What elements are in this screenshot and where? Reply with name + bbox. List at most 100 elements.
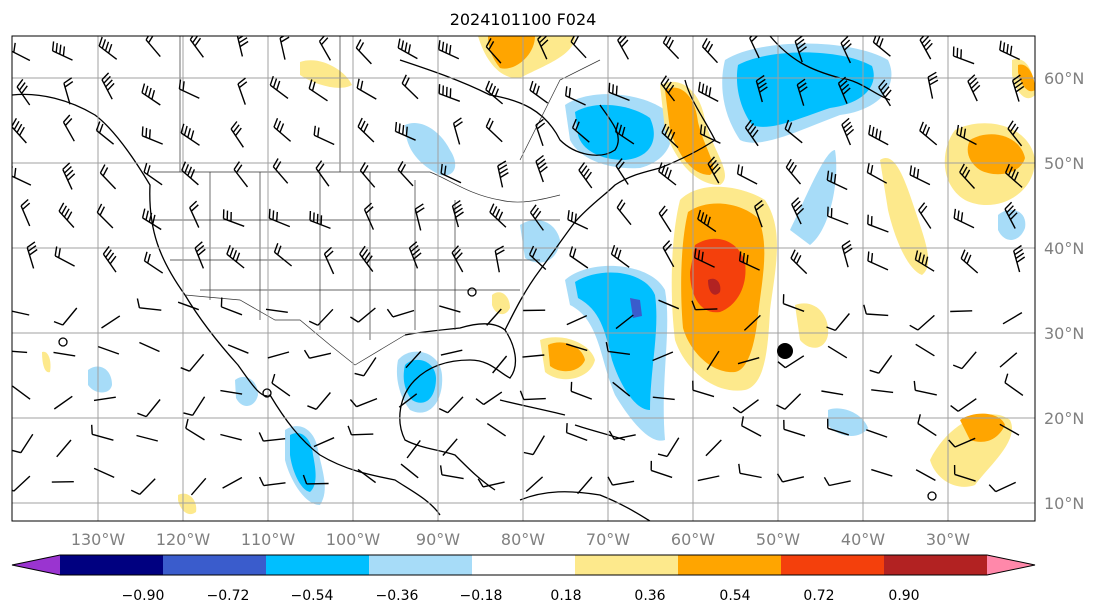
wind-barb xyxy=(323,246,335,275)
map-title: 2024101100 F024 xyxy=(450,10,597,29)
wind-barb xyxy=(525,476,544,493)
wind-barb xyxy=(738,463,762,479)
lon-label: 80°W xyxy=(501,530,545,549)
wind-barb xyxy=(755,74,768,103)
wind-barb xyxy=(189,36,204,58)
wind-barb xyxy=(485,80,504,105)
wind-barb xyxy=(363,202,375,230)
wind-barb xyxy=(699,124,721,144)
wind-barb xyxy=(782,294,805,312)
blue-region-greatlakes xyxy=(405,122,456,176)
wind-barb xyxy=(96,203,114,229)
wind-barb xyxy=(776,393,802,410)
wind-barb xyxy=(783,419,806,437)
wind-barb xyxy=(401,74,419,100)
gulf-coast xyxy=(399,323,517,491)
wind-barb xyxy=(796,78,808,106)
wind-barb xyxy=(927,71,939,99)
wind-barb xyxy=(701,37,719,64)
lat-label: 20°N xyxy=(1044,409,1084,428)
blue-region-east-atlantic xyxy=(790,150,837,245)
wind-barb xyxy=(302,474,329,485)
darkred-core-atlantic xyxy=(708,278,721,295)
wind-barb xyxy=(867,251,889,271)
wind-barb xyxy=(658,205,672,233)
latitude-labels: 60°N 50°N 40°N 30°N 20°N 10°N xyxy=(1044,69,1084,513)
wind-barb xyxy=(357,117,375,143)
longitude-labels: 130°W 120°W 110°W 100°W 90°W 80°W 70°W 6… xyxy=(71,530,970,549)
wind-barb xyxy=(440,163,462,184)
wind-barb xyxy=(827,345,848,359)
wind-barb xyxy=(494,245,505,273)
wind-barb xyxy=(871,389,894,394)
wind-barb xyxy=(442,438,458,456)
wind-barb xyxy=(1013,244,1026,273)
wind-barb xyxy=(918,202,932,229)
colorbar-segment xyxy=(678,555,782,575)
us-mexico-border xyxy=(184,294,406,366)
wind-barb xyxy=(878,79,892,107)
wind-barb xyxy=(62,114,75,142)
wind-barb xyxy=(967,74,981,102)
wind-barb xyxy=(439,305,461,313)
wind-barb xyxy=(178,79,200,99)
north-america-west-coast xyxy=(12,93,441,516)
wind-barb xyxy=(222,209,245,227)
wind-barb xyxy=(141,83,161,106)
wind-barb xyxy=(267,351,290,359)
lon-label: 40°W xyxy=(841,530,885,549)
wind-barb xyxy=(519,390,546,401)
wind-barb xyxy=(357,468,377,484)
canada-north-coast xyxy=(399,59,619,156)
wind-barb xyxy=(950,398,977,412)
wind-barb xyxy=(12,41,31,62)
colorbar-outline xyxy=(11,554,1036,576)
wind-barb xyxy=(136,298,162,311)
wind-barb xyxy=(438,396,464,414)
wind-barb xyxy=(617,36,630,60)
wind-barb xyxy=(220,297,243,316)
wind-barb xyxy=(999,40,1020,61)
wind-barb xyxy=(777,355,805,369)
wind-barb xyxy=(657,437,680,458)
wind-barb xyxy=(658,162,677,186)
wind-barb xyxy=(578,162,593,189)
lon-label: 90°W xyxy=(416,530,460,549)
wind-barb xyxy=(952,46,975,65)
colorbar-tick-label: −0.90 xyxy=(122,588,165,604)
colorbar-tick-label: −0.18 xyxy=(460,588,503,604)
wind-barb xyxy=(258,432,286,442)
wind-barb xyxy=(566,314,588,326)
wind-barb xyxy=(226,245,245,269)
wind-barb xyxy=(823,476,851,487)
wind-barb xyxy=(914,250,935,272)
canada-provinces xyxy=(179,36,601,172)
wind-barb xyxy=(143,251,164,274)
wind-barb xyxy=(222,476,243,489)
blue-core-pacific-mexico xyxy=(290,432,316,492)
wind-barb xyxy=(406,439,421,459)
colorbar-tick-label: −0.54 xyxy=(291,588,334,604)
wind-barb xyxy=(1007,120,1023,147)
wind-barb xyxy=(475,391,503,406)
wind-barb xyxy=(99,164,117,190)
shaded-fields xyxy=(42,36,1035,515)
wind-barb xyxy=(736,164,758,185)
wind-barb xyxy=(959,163,976,189)
yellow-region-pacific-west xyxy=(42,351,51,373)
wind-barb xyxy=(953,208,975,229)
wind-barb xyxy=(537,36,549,60)
wind-barb xyxy=(1004,163,1023,188)
wind-barb xyxy=(615,158,629,185)
wind-barb xyxy=(143,162,163,186)
lon-label: 120°W xyxy=(156,530,211,549)
wind-barb xyxy=(662,240,675,268)
wind-barb xyxy=(354,357,377,377)
wind-barb xyxy=(565,343,588,352)
yellow-region-southeast-us xyxy=(492,292,510,315)
wind-barb xyxy=(867,214,889,233)
wind-barb xyxy=(12,350,28,354)
colorbar-tick-label: −0.72 xyxy=(207,588,250,604)
wind-barb xyxy=(570,36,587,59)
